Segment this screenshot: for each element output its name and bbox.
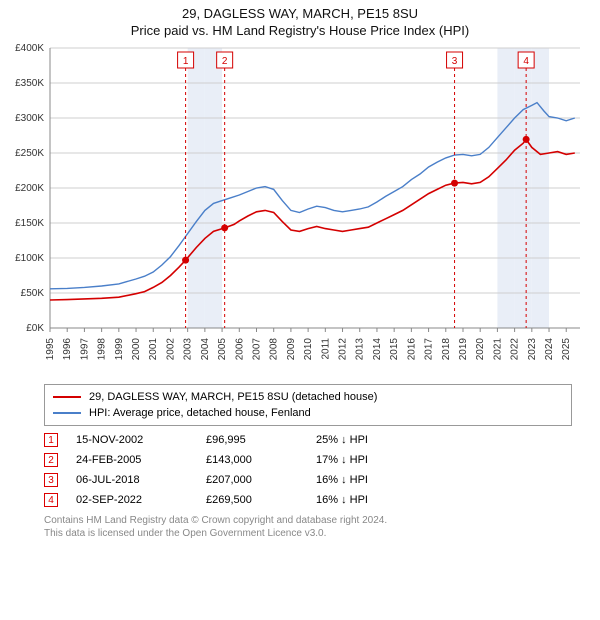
svg-text:2002: 2002 (165, 338, 176, 361)
sale-date: 15-NOV-2002 (76, 434, 196, 446)
sale-marker-icon: 4 (44, 493, 58, 507)
svg-text:£350K: £350K (15, 78, 44, 89)
svg-text:2001: 2001 (148, 338, 159, 361)
chart-title-address: 29, DAGLESS WAY, MARCH, PE15 8SU (0, 6, 600, 21)
chart-title-subtitle: Price paid vs. HM Land Registry's House … (0, 23, 600, 38)
svg-text:2025: 2025 (561, 338, 572, 361)
legend-swatch (53, 412, 81, 414)
sale-price: £96,995 (206, 434, 306, 446)
svg-text:2010: 2010 (303, 338, 314, 361)
svg-text:2024: 2024 (544, 338, 555, 361)
svg-text:2022: 2022 (510, 338, 521, 361)
svg-text:2000: 2000 (131, 338, 142, 361)
svg-text:£250K: £250K (15, 148, 44, 159)
svg-text:2023: 2023 (527, 338, 538, 361)
svg-text:3: 3 (452, 56, 458, 67)
svg-text:£400K: £400K (15, 43, 44, 54)
legend-label: 29, DAGLESS WAY, MARCH, PE15 8SU (detach… (89, 391, 377, 403)
sale-diff: 25% ↓ HPI (316, 434, 436, 446)
price-chart-container: 29, DAGLESS WAY, MARCH, PE15 8SU Price p… (0, 0, 600, 540)
svg-text:£50K: £50K (21, 288, 45, 299)
line-chart: £0K £50K £100K £150K £200K £250K £300K £350K £40… (0, 38, 600, 378)
svg-text:2011: 2011 (320, 338, 331, 360)
sale-price: £269,500 (206, 494, 306, 506)
svg-text:2004: 2004 (200, 338, 211, 361)
sale-diff: 17% ↓ HPI (316, 454, 436, 466)
sale-marker-icon: 1 (44, 433, 58, 447)
svg-text:£0K: £0K (26, 323, 44, 334)
svg-text:£200K: £200K (15, 183, 44, 194)
svg-text:2012: 2012 (338, 338, 349, 361)
svg-text:2018: 2018 (441, 338, 452, 361)
legend: 29, DAGLESS WAY, MARCH, PE15 8SU (detach… (44, 384, 572, 426)
footer-attribution: Contains HM Land Registry data © Crown c… (44, 514, 572, 540)
svg-text:1998: 1998 (97, 338, 108, 361)
chart-title-block: 29, DAGLESS WAY, MARCH, PE15 8SU Price p… (0, 0, 600, 38)
svg-text:2019: 2019 (458, 338, 469, 361)
footer-line: This data is licensed under the Open Gov… (44, 527, 572, 540)
legend-item-property: 29, DAGLESS WAY, MARCH, PE15 8SU (detach… (53, 389, 563, 405)
sale-row: 1 15-NOV-2002 £96,995 25% ↓ HPI (44, 430, 572, 450)
svg-text:2005: 2005 (217, 338, 228, 361)
sale-price: £143,000 (206, 454, 306, 466)
svg-text:£150K: £150K (15, 218, 44, 229)
svg-text:1999: 1999 (114, 338, 125, 361)
legend-item-hpi: HPI: Average price, detached house, Fenl… (53, 405, 563, 421)
svg-text:2013: 2013 (355, 338, 366, 361)
sales-table: 1 15-NOV-2002 £96,995 25% ↓ HPI 2 24-FEB… (44, 430, 572, 510)
svg-text:2003: 2003 (183, 338, 194, 361)
svg-text:2: 2 (222, 56, 228, 67)
svg-text:£300K: £300K (15, 113, 44, 124)
svg-text:2008: 2008 (269, 338, 280, 361)
sale-date: 06-JUL-2018 (76, 474, 196, 486)
legend-label: HPI: Average price, detached house, Fenl… (89, 407, 311, 419)
footer-line: Contains HM Land Registry data © Crown c… (44, 514, 572, 527)
svg-text:2006: 2006 (234, 338, 245, 361)
svg-text:£100K: £100K (15, 253, 44, 264)
svg-text:2021: 2021 (492, 338, 503, 361)
sale-marker-icon: 2 (44, 453, 58, 467)
svg-text:2014: 2014 (372, 338, 383, 361)
svg-text:2017: 2017 (424, 338, 435, 361)
sale-row: 2 24-FEB-2005 £143,000 17% ↓ HPI (44, 450, 572, 470)
legend-swatch (53, 396, 81, 398)
sale-marker-icon: 3 (44, 473, 58, 487)
sale-row: 3 06-JUL-2018 £207,000 16% ↓ HPI (44, 470, 572, 490)
svg-text:1995: 1995 (45, 338, 56, 361)
sale-diff: 16% ↓ HPI (316, 474, 436, 486)
sale-row: 4 02-SEP-2022 £269,500 16% ↓ HPI (44, 490, 572, 510)
svg-text:2015: 2015 (389, 338, 400, 361)
svg-text:2016: 2016 (406, 338, 417, 361)
svg-text:1: 1 (183, 56, 189, 67)
svg-text:2007: 2007 (251, 338, 262, 361)
sale-date: 02-SEP-2022 (76, 494, 196, 506)
sale-price: £207,000 (206, 474, 306, 486)
svg-text:1997: 1997 (79, 338, 90, 361)
svg-text:2009: 2009 (286, 338, 297, 361)
sale-diff: 16% ↓ HPI (316, 494, 436, 506)
sale-date: 24-FEB-2005 (76, 454, 196, 466)
svg-text:2020: 2020 (475, 338, 486, 361)
svg-text:4: 4 (523, 56, 529, 67)
svg-text:1996: 1996 (62, 338, 73, 361)
